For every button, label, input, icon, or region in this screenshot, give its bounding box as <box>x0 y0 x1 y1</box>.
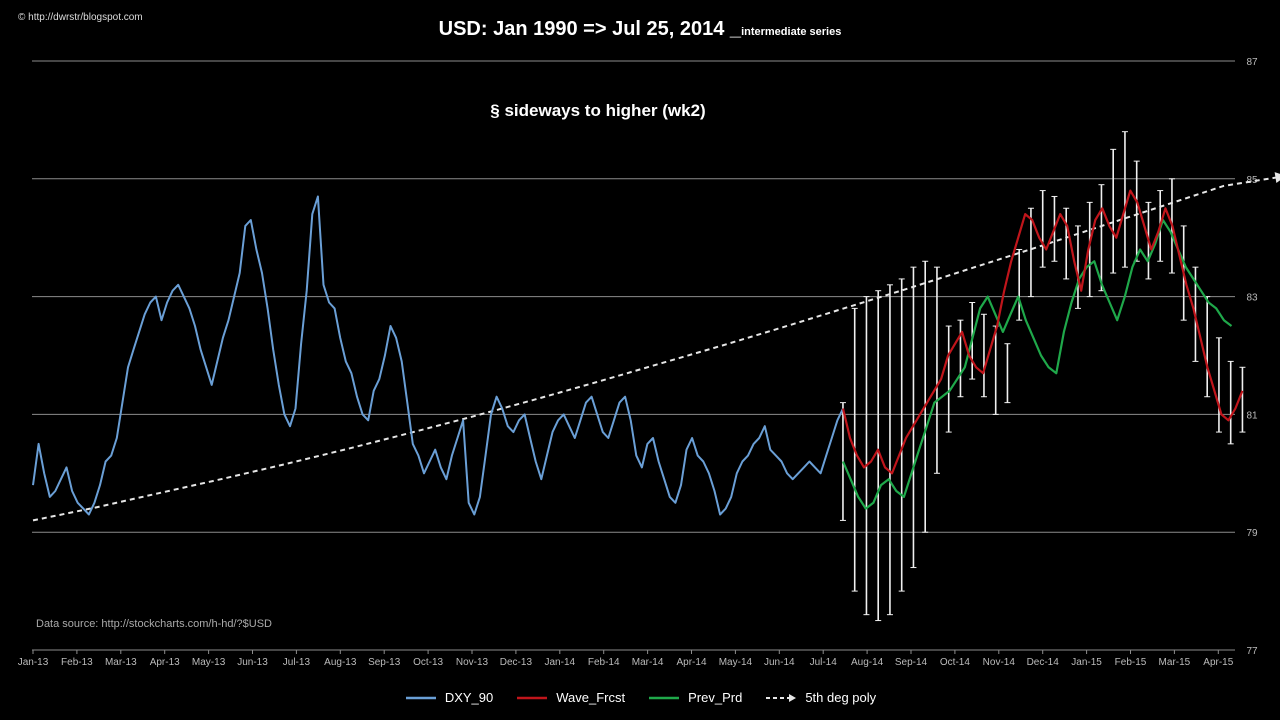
x-tick-label: Jun-13 <box>237 657 268 668</box>
x-tick-label: Jan-13 <box>18 657 49 668</box>
y-tick-label: 85 <box>1246 175 1258 186</box>
error-bars <box>839 131 1246 622</box>
x-tick-label: Sep-13 <box>368 657 401 668</box>
series-lines <box>32 172 1280 522</box>
x-tick-label: Mar-13 <box>105 657 137 668</box>
legend-swatch-poly <box>766 693 797 702</box>
legend-label-wave: Wave_Frcst <box>556 690 626 705</box>
legend-swatch-dxy <box>405 696 436 699</box>
x-tick-label: Aug-14 <box>851 657 884 668</box>
series-dxy-90-line <box>32 195 844 516</box>
x-tick-label: May-14 <box>719 657 753 668</box>
title-subtitle: intermediate series <box>741 26 842 38</box>
x-tick-label: Feb-15 <box>1115 657 1147 668</box>
trend-arrowhead <box>1274 172 1280 184</box>
y-tick-label: 81 <box>1246 410 1258 421</box>
x-tick-label: Oct-13 <box>413 657 443 668</box>
chart-title: USD: Jan 1990 => Jul 25, 2014 _intermedi… <box>0 18 1280 41</box>
x-tick-label: Jan-15 <box>1071 657 1102 668</box>
x-tick-label: Feb-14 <box>588 657 620 668</box>
x-tick-label: Oct-14 <box>940 657 970 668</box>
legend-swatch-wave <box>517 696 548 699</box>
x-tick-label: Mar-15 <box>1159 657 1191 668</box>
legend-label-dxy: DXY_90 <box>444 690 494 705</box>
x-tick-label: Jul-14 <box>810 657 838 668</box>
y-axis-ticks: 77 79 81 83 85 87 <box>1246 57 1258 657</box>
x-tick-label: May-13 <box>192 657 226 668</box>
legend-item-prev: Prev_Prd <box>647 690 742 705</box>
x-tick-label: Feb-13 <box>61 657 93 668</box>
y-tick-label: 79 <box>1246 528 1258 539</box>
x-tick-label: Dec-13 <box>500 657 533 668</box>
data-source-note: Data source: http://stockcharts.com/h-hd… <box>36 618 272 630</box>
legend-label-prev: Prev_Prd <box>688 690 743 705</box>
x-axis: Jan-13 Feb-13 Mar-13 Apr-13 May-13 Jun-13 Jul-… <box>18 649 1235 668</box>
x-tick-label: Aug-13 <box>324 657 357 668</box>
legend-swatch-prev <box>649 696 680 699</box>
x-tick-label: Nov-13 <box>456 657 489 668</box>
y-tick-label: 77 <box>1246 646 1258 657</box>
x-tick-label: Apr-15 <box>1203 657 1233 668</box>
legend-item-poly: 5th deg poly <box>764 690 876 705</box>
legend-label-poly: 5th deg poly <box>805 690 877 705</box>
series-poly-trend-line <box>32 175 1280 522</box>
x-tick-label: Jul-13 <box>283 657 311 668</box>
series-prev-prd-line <box>841 218 1233 510</box>
gridlines <box>32 60 1235 651</box>
x-tick-label: Nov-14 <box>983 657 1016 668</box>
x-tick-label: Jun-14 <box>764 657 795 668</box>
legend-item-wave: Wave_Frcst <box>515 690 625 705</box>
title-main: USD: Jan 1990 => Jul 25, 2014 _ <box>438 18 742 40</box>
legend-item-dxy: DXY_90 <box>404 690 493 705</box>
x-tick-label: Jan-14 <box>545 657 576 668</box>
x-tick-label: Sep-14 <box>895 657 928 668</box>
series-wave-frcst-line <box>841 189 1244 475</box>
x-tick-label: Apr-13 <box>150 657 180 668</box>
x-tick-label: Apr-14 <box>676 657 706 668</box>
credit-text: © http://dwrstr/blogspot.com <box>18 12 143 23</box>
x-tick-label: Mar-14 <box>632 657 664 668</box>
y-tick-label: 83 <box>1246 293 1258 304</box>
y-tick-label: 87 <box>1246 57 1258 68</box>
chart-annotation: § sideways to higher (wk2) <box>490 101 706 120</box>
x-tick-label: Dec-14 <box>1027 657 1060 668</box>
legend: DXY_90 Wave_Frcst Prev_Prd 5th deg poly <box>0 690 1280 705</box>
